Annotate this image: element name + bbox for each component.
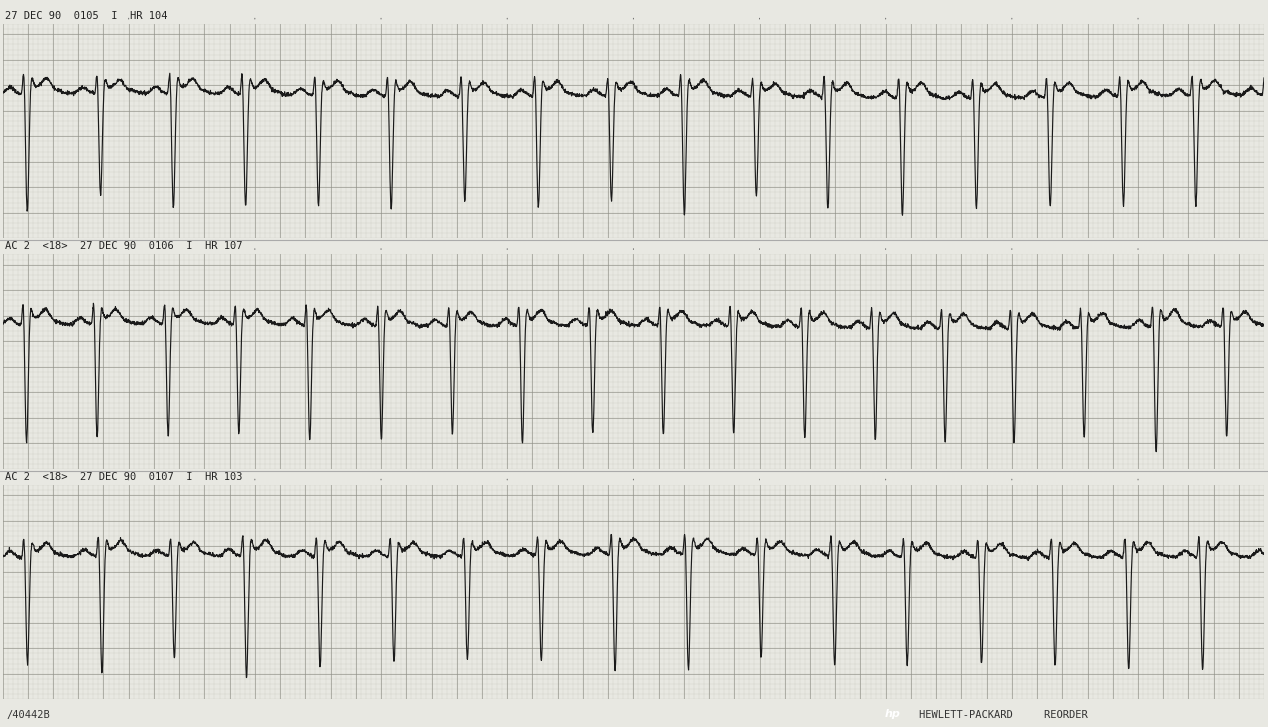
Text: HEWLETT-PACKARD     REORDER: HEWLETT-PACKARD REORDER <box>919 710 1088 720</box>
Text: AC 2  <18>  27 DEC 90  0106  I  HR 107: AC 2 <18> 27 DEC 90 0106 I HR 107 <box>5 241 242 252</box>
Text: 27 DEC 90  0105  I  HR 104: 27 DEC 90 0105 I HR 104 <box>5 11 167 21</box>
Text: hp: hp <box>885 709 900 719</box>
Text: AC 2  <18>  27 DEC 90  0107  I  HR 103: AC 2 <18> 27 DEC 90 0107 I HR 103 <box>5 472 242 482</box>
Text: /40442B: /40442B <box>6 710 51 720</box>
